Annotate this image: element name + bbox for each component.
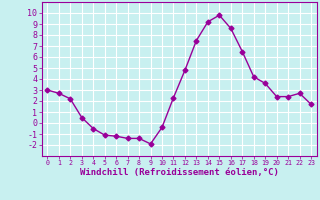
X-axis label: Windchill (Refroidissement éolien,°C): Windchill (Refroidissement éolien,°C) (80, 168, 279, 177)
